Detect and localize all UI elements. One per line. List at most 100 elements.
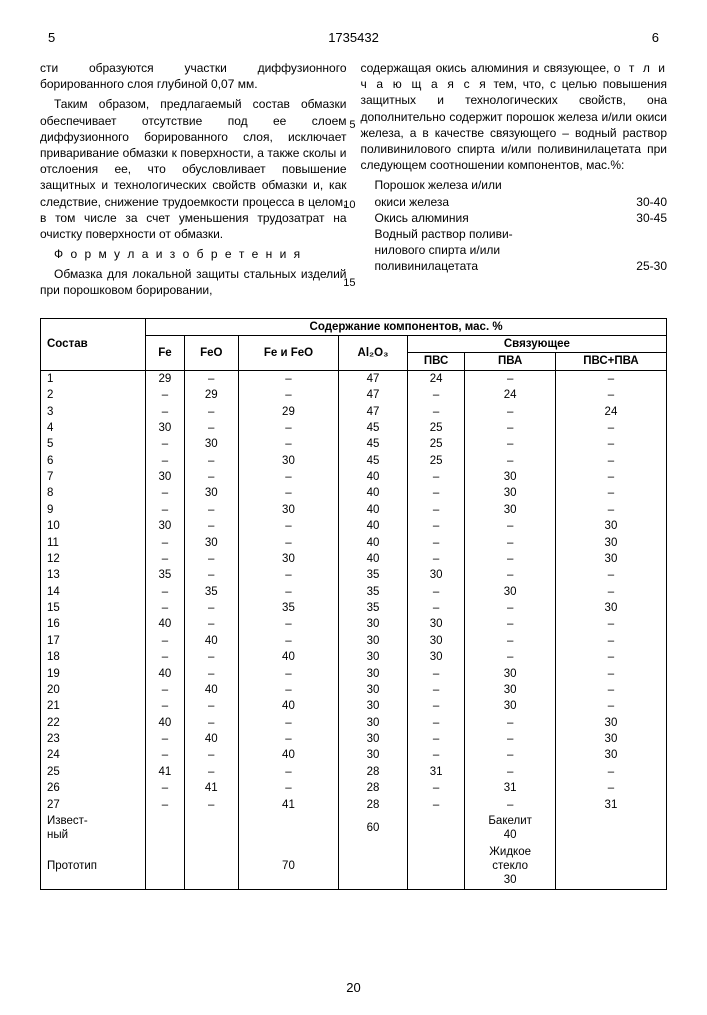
cell: – — [465, 567, 555, 583]
cell: – — [407, 682, 465, 698]
table-row: 12––3040––30 — [41, 551, 667, 567]
cell: 70 — [238, 844, 338, 890]
comp-name: поливинилацетата — [375, 258, 479, 274]
cell: – — [238, 764, 338, 780]
cell: 30 — [465, 469, 555, 485]
cell: – — [407, 387, 465, 403]
table-row: 1940––30–30– — [41, 666, 667, 682]
cell: 30 — [146, 420, 185, 436]
table-row: 2–29–47–24– — [41, 387, 667, 403]
table-row: 11–30–40––30 — [41, 535, 667, 551]
cell: – — [146, 387, 185, 403]
cell: 30 — [339, 649, 408, 665]
cell: 35 — [184, 584, 238, 600]
cell: – — [146, 731, 185, 747]
cell: 30 — [407, 567, 465, 583]
cell: 30 — [465, 584, 555, 600]
cell: – — [465, 518, 555, 534]
cell: – — [146, 453, 185, 469]
cell: – — [465, 453, 555, 469]
cell: 17 — [41, 633, 146, 649]
cell: – — [407, 518, 465, 534]
cell: 25 — [407, 453, 465, 469]
cell: 29 — [238, 404, 338, 420]
cell: – — [238, 715, 338, 731]
cell: 2 — [41, 387, 146, 403]
document-number: 1735432 — [328, 30, 379, 45]
cell: 1 — [41, 370, 146, 387]
table-row: 23–40–30––30 — [41, 731, 667, 747]
cell: 25 — [407, 420, 465, 436]
cell: 30 — [555, 518, 666, 534]
cell: – — [184, 404, 238, 420]
cell: – — [407, 715, 465, 731]
cell: 30 — [339, 715, 408, 731]
cell: – — [146, 485, 185, 501]
cell-label: Прототип — [41, 844, 146, 890]
cell-label: Извест- ный — [41, 813, 146, 844]
th-fe: Fe — [146, 336, 185, 371]
table-row: 17–40–3030–– — [41, 633, 667, 649]
table-row: 2240––30––30 — [41, 715, 667, 731]
cell: 30 — [238, 502, 338, 518]
cell: – — [184, 551, 238, 567]
cell: 40 — [339, 551, 408, 567]
cell: 47 — [339, 404, 408, 420]
cell: – — [146, 698, 185, 714]
cell: – — [465, 436, 555, 452]
th-fefeo: Fe и FeO — [238, 336, 338, 371]
cell: – — [184, 666, 238, 682]
th-both: ПВС+ПВА — [555, 353, 666, 370]
cell: Бакелит 40 — [465, 813, 555, 844]
cell: – — [184, 698, 238, 714]
cell: – — [238, 567, 338, 583]
cell: 30 — [555, 600, 666, 616]
cell: – — [146, 649, 185, 665]
cell: 35 — [238, 600, 338, 616]
cell: 28 — [339, 764, 408, 780]
left-column: сти образуются участки диффузионного бор… — [40, 60, 347, 303]
cell: – — [184, 420, 238, 436]
cell: – — [238, 535, 338, 551]
cell: 30 — [146, 469, 185, 485]
cell: 40 — [146, 715, 185, 731]
cell: 27 — [41, 797, 146, 813]
cell: 40 — [339, 502, 408, 518]
cell: 35 — [339, 567, 408, 583]
cell: 3 — [41, 404, 146, 420]
cell: 31 — [465, 780, 555, 796]
cell: 30 — [407, 616, 465, 632]
cell: 30 — [555, 535, 666, 551]
table-row: 24––4030––30 — [41, 747, 667, 763]
line-num: 5 — [349, 118, 355, 133]
cell: – — [555, 666, 666, 682]
cell: – — [146, 633, 185, 649]
cell: – — [184, 616, 238, 632]
cell: 24 — [465, 387, 555, 403]
cell: 13 — [41, 567, 146, 583]
cell: – — [407, 485, 465, 501]
comp-name: окиси железа — [375, 194, 450, 210]
cell: 30 — [555, 551, 666, 567]
comp-line: Водный раствор поливи- — [375, 226, 668, 242]
cell: – — [407, 747, 465, 763]
table-row: 15––3535––30 — [41, 600, 667, 616]
cell: 26 — [41, 780, 146, 796]
cell: – — [184, 370, 238, 387]
cell: – — [184, 469, 238, 485]
comp-line: нилового спирта и/или — [375, 242, 668, 258]
cell: 7 — [41, 469, 146, 485]
table-row: 1030––40––30 — [41, 518, 667, 534]
cell: 41 — [146, 764, 185, 780]
cell: 30 — [339, 616, 408, 632]
line-num: 10 — [343, 198, 355, 213]
cell: – — [465, 551, 555, 567]
cell: – — [465, 731, 555, 747]
cell: 14 — [41, 584, 146, 600]
text-columns: сти образуются участки диффузионного бор… — [40, 60, 667, 303]
cell: – — [407, 404, 465, 420]
cell: 24 — [407, 370, 465, 387]
cell: – — [146, 797, 185, 813]
cell: 30 — [465, 682, 555, 698]
cell: 31 — [407, 764, 465, 780]
